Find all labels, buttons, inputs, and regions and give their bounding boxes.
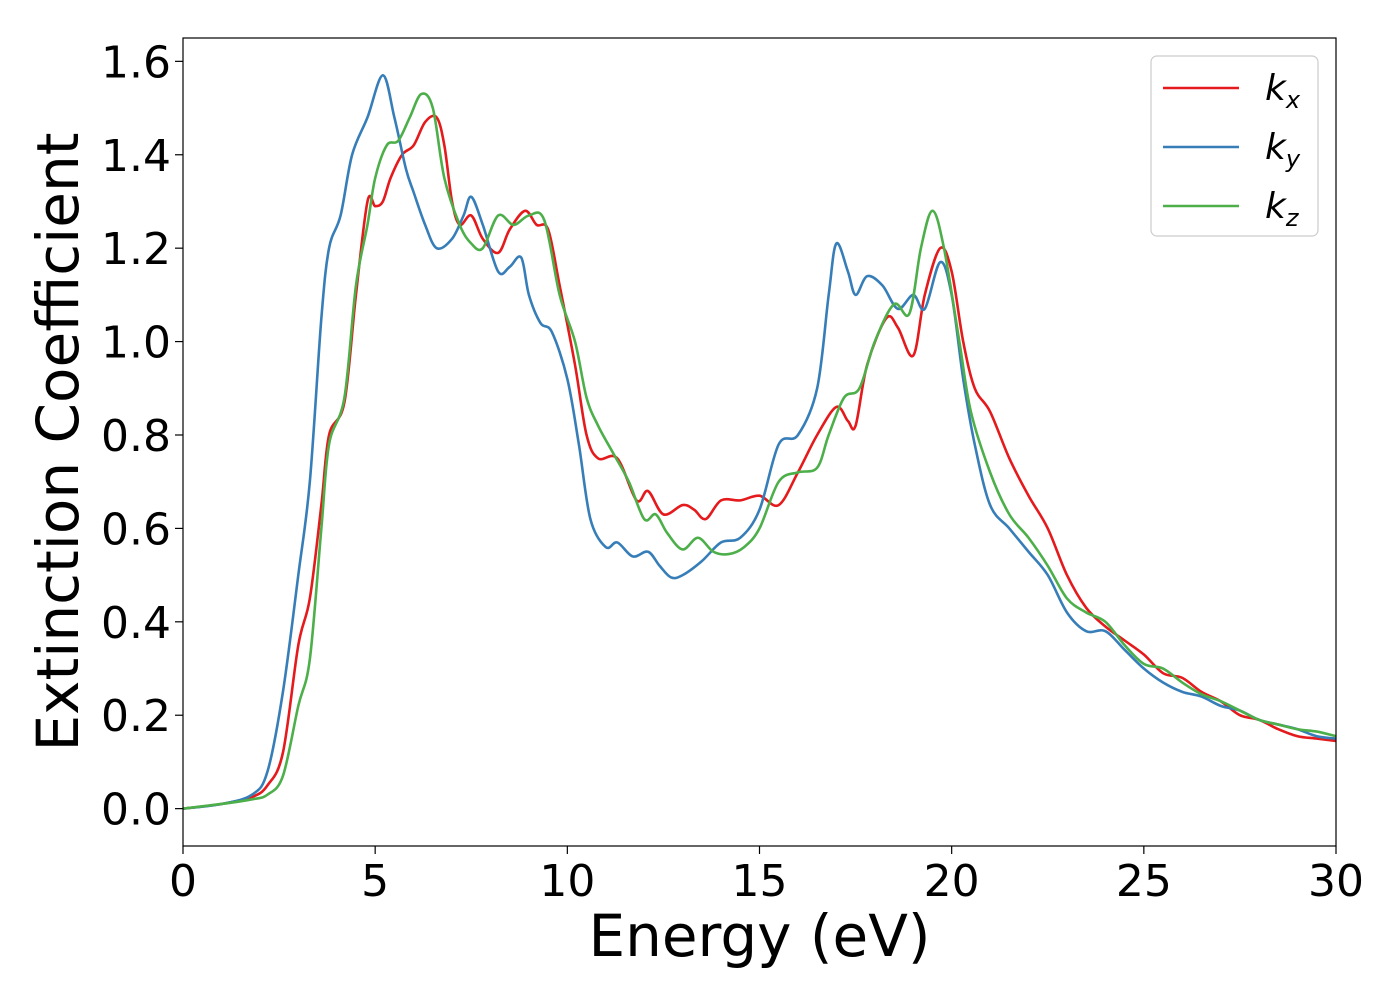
series-line-x — [183, 114, 1336, 810]
legend-label-x: kx — [1265, 68, 1301, 114]
y-tick-label: 0.0 — [101, 785, 171, 836]
series-line-z — [183, 92, 1336, 810]
y-tick-label: 0.2 — [101, 691, 171, 742]
y-tick-label: 1.6 — [101, 37, 171, 88]
x-tick-label: 30 — [1308, 856, 1364, 907]
series-line-y — [183, 74, 1336, 810]
x-tick-label: 25 — [1116, 856, 1172, 907]
series-layer — [183, 74, 1336, 810]
y-tick-label: 1.0 — [101, 318, 171, 369]
x-tick-label: 0 — [169, 856, 197, 907]
legend-label-y: ky — [1265, 127, 1301, 173]
x-tick-label: 15 — [732, 856, 788, 907]
y-tick-label: 1.2 — [101, 224, 171, 275]
y-tick-label: 1.4 — [101, 131, 171, 182]
y-tick-label: 0.6 — [101, 504, 171, 555]
x-tick-label: 20 — [924, 856, 980, 907]
x-axis-label: Energy (eV) — [588, 902, 930, 970]
y-tick-label: 0.4 — [101, 598, 171, 649]
legend-label-z: kz — [1265, 186, 1300, 232]
x-tick-label: 10 — [539, 856, 595, 907]
x-axis-ticks: 0 5 10 15 20 25 30 — [169, 846, 1364, 907]
y-axis-ticks: 0.0 0.2 0.4 0.6 0.8 1.0 1.2 1.4 1.6 — [101, 37, 183, 836]
y-axis-label: Extinction Coefficient — [24, 133, 92, 752]
x-tick-label: 5 — [361, 856, 389, 907]
legend: kx ky kz — [1150, 55, 1319, 237]
y-tick-label: 0.8 — [101, 411, 171, 462]
